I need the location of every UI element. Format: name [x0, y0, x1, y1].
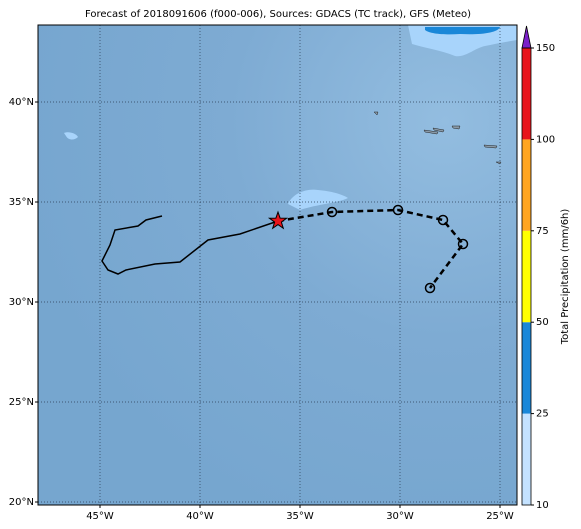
forecast-point — [457, 238, 469, 250]
map — [38, 25, 517, 505]
precip-area — [425, 27, 500, 35]
map-frame — [37, 24, 518, 506]
colorbar-tick-label: 75 — [536, 226, 549, 237]
x-tick-label: 45°W — [86, 511, 114, 522]
colorbar-tick-label: 50 — [536, 317, 549, 328]
y-tick-label: 20°N — [9, 497, 34, 508]
chart-title: Forecast of 2018091606 (f000-006), Sourc… — [85, 9, 471, 20]
colorbar-frame — [521, 47, 532, 506]
colorbar-tick-label: 10 — [536, 500, 549, 511]
y-tick-label: 25°N — [9, 397, 34, 408]
past-track — [101, 215, 279, 275]
ocean — [38, 25, 517, 505]
current-position — [267, 210, 289, 230]
island — [373, 111, 379, 116]
colorbar-segment — [522, 139, 531, 231]
colorbar-segment — [522, 322, 531, 414]
x-tick-label: 40°W — [186, 511, 214, 522]
island — [423, 129, 439, 135]
x-tick-label: 25°W — [486, 511, 514, 522]
island — [432, 127, 445, 133]
colorbar-label: Total Precipitation (mm/6h) — [560, 209, 571, 346]
precip-area — [64, 132, 78, 140]
colorbar-tick-label: 25 — [536, 409, 549, 420]
colorbar-extension — [521, 25, 532, 49]
x-tick-label: 35°W — [286, 511, 314, 522]
colorbar-tick-label: 150 — [536, 43, 555, 54]
y-tick-label: 35°N — [9, 197, 34, 208]
island — [451, 125, 461, 130]
forecast-point — [437, 214, 449, 226]
forecast-point — [326, 206, 338, 218]
forecast-point — [392, 204, 404, 216]
y-tick-label: 30°N — [9, 297, 34, 308]
forecast-track — [277, 208, 465, 289]
colorbar-segment — [522, 48, 531, 140]
forecast-point — [424, 282, 436, 294]
x-tick-label: 30°W — [386, 511, 414, 522]
island — [483, 144, 498, 149]
colorbar-segment — [522, 413, 531, 505]
colorbar-segment — [522, 230, 531, 323]
colorbar-tick-label: 100 — [536, 134, 555, 145]
precip-area — [288, 189, 348, 210]
y-tick-label: 40°N — [9, 97, 34, 108]
